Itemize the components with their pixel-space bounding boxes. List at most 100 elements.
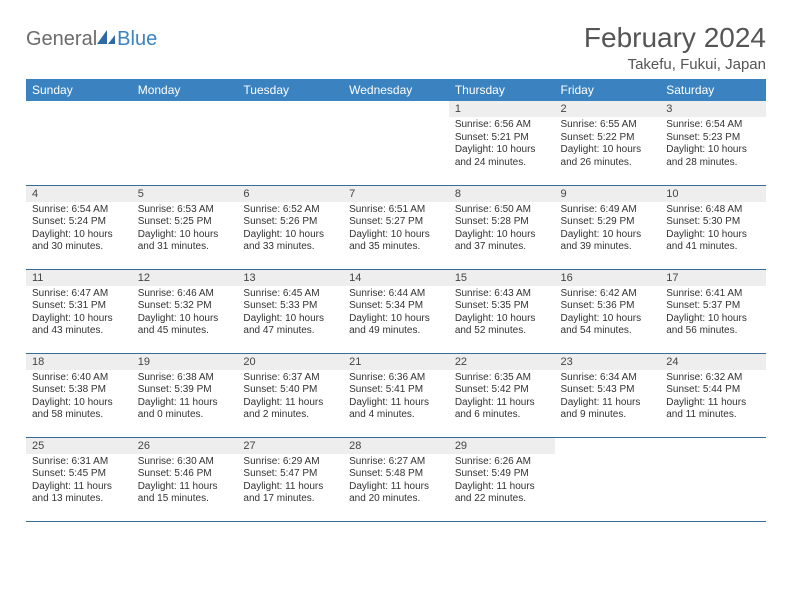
weekday-header: Friday xyxy=(555,79,661,101)
calendar-day-cell: 24Sunrise: 6:32 AMSunset: 5:44 PMDayligh… xyxy=(660,353,766,437)
calendar-day-cell xyxy=(132,101,238,185)
calendar-body: 1Sunrise: 6:56 AMSunset: 5:21 PMDaylight… xyxy=(26,101,766,521)
calendar-day-cell: 11Sunrise: 6:47 AMSunset: 5:31 PMDayligh… xyxy=(26,269,132,353)
calendar-day-cell xyxy=(237,101,343,185)
calendar-day-cell: 28Sunrise: 6:27 AMSunset: 5:48 PMDayligh… xyxy=(343,437,449,521)
day-details: Sunrise: 6:52 AMSunset: 5:26 PMDaylight:… xyxy=(237,202,343,258)
day-details: Sunrise: 6:55 AMSunset: 5:22 PMDaylight:… xyxy=(555,117,661,173)
calendar-table: SundayMondayTuesdayWednesdayThursdayFrid… xyxy=(26,79,766,522)
calendar-day-cell: 17Sunrise: 6:41 AMSunset: 5:37 PMDayligh… xyxy=(660,269,766,353)
day-details: Sunrise: 6:36 AMSunset: 5:41 PMDaylight:… xyxy=(343,370,449,426)
day-details: Sunrise: 6:41 AMSunset: 5:37 PMDaylight:… xyxy=(660,286,766,342)
day-number: 1 xyxy=(449,101,555,117)
day-details: Sunrise: 6:40 AMSunset: 5:38 PMDaylight:… xyxy=(26,370,132,426)
day-number: 18 xyxy=(26,354,132,370)
calendar-day-cell xyxy=(26,101,132,185)
day-number: 27 xyxy=(237,438,343,454)
day-details: Sunrise: 6:37 AMSunset: 5:40 PMDaylight:… xyxy=(237,370,343,426)
day-number: 2 xyxy=(555,101,661,117)
day-number: 16 xyxy=(555,270,661,286)
day-details: Sunrise: 6:47 AMSunset: 5:31 PMDaylight:… xyxy=(26,286,132,342)
calendar-day-cell xyxy=(660,437,766,521)
day-details: Sunrise: 6:50 AMSunset: 5:28 PMDaylight:… xyxy=(449,202,555,258)
location-label: Takefu, Fukui, Japan xyxy=(584,56,766,73)
calendar-day-cell: 4Sunrise: 6:54 AMSunset: 5:24 PMDaylight… xyxy=(26,185,132,269)
day-details: Sunrise: 6:35 AMSunset: 5:42 PMDaylight:… xyxy=(449,370,555,426)
weekday-header: Thursday xyxy=(449,79,555,101)
day-number: 9 xyxy=(555,186,661,202)
day-number: 10 xyxy=(660,186,766,202)
title-block: February 2024 Takefu, Fukui, Japan xyxy=(584,22,766,73)
weekday-header: Saturday xyxy=(660,79,766,101)
weekday-header: Monday xyxy=(132,79,238,101)
calendar-week-row: 1Sunrise: 6:56 AMSunset: 5:21 PMDaylight… xyxy=(26,101,766,185)
day-details: Sunrise: 6:53 AMSunset: 5:25 PMDaylight:… xyxy=(132,202,238,258)
calendar-day-cell: 14Sunrise: 6:44 AMSunset: 5:34 PMDayligh… xyxy=(343,269,449,353)
calendar-day-cell: 23Sunrise: 6:34 AMSunset: 5:43 PMDayligh… xyxy=(555,353,661,437)
day-details: Sunrise: 6:51 AMSunset: 5:27 PMDaylight:… xyxy=(343,202,449,258)
day-number: 22 xyxy=(449,354,555,370)
calendar-day-cell: 21Sunrise: 6:36 AMSunset: 5:41 PMDayligh… xyxy=(343,353,449,437)
calendar-day-cell: 12Sunrise: 6:46 AMSunset: 5:32 PMDayligh… xyxy=(132,269,238,353)
day-number: 29 xyxy=(449,438,555,454)
day-number: 7 xyxy=(343,186,449,202)
day-number: 4 xyxy=(26,186,132,202)
day-details: Sunrise: 6:34 AMSunset: 5:43 PMDaylight:… xyxy=(555,370,661,426)
calendar-day-cell: 1Sunrise: 6:56 AMSunset: 5:21 PMDaylight… xyxy=(449,101,555,185)
calendar-day-cell: 27Sunrise: 6:29 AMSunset: 5:47 PMDayligh… xyxy=(237,437,343,521)
day-number: 19 xyxy=(132,354,238,370)
calendar-week-row: 18Sunrise: 6:40 AMSunset: 5:38 PMDayligh… xyxy=(26,353,766,437)
calendar-week-row: 11Sunrise: 6:47 AMSunset: 5:31 PMDayligh… xyxy=(26,269,766,353)
day-details: Sunrise: 6:27 AMSunset: 5:48 PMDaylight:… xyxy=(343,454,449,510)
calendar-day-cell: 16Sunrise: 6:42 AMSunset: 5:36 PMDayligh… xyxy=(555,269,661,353)
calendar-header: SundayMondayTuesdayWednesdayThursdayFrid… xyxy=(26,79,766,101)
calendar-week-row: 4Sunrise: 6:54 AMSunset: 5:24 PMDaylight… xyxy=(26,185,766,269)
calendar-day-cell: 13Sunrise: 6:45 AMSunset: 5:33 PMDayligh… xyxy=(237,269,343,353)
day-details: Sunrise: 6:26 AMSunset: 5:49 PMDaylight:… xyxy=(449,454,555,510)
day-number: 6 xyxy=(237,186,343,202)
calendar-day-cell: 25Sunrise: 6:31 AMSunset: 5:45 PMDayligh… xyxy=(26,437,132,521)
calendar-day-cell: 29Sunrise: 6:26 AMSunset: 5:49 PMDayligh… xyxy=(449,437,555,521)
calendar-week-row: 25Sunrise: 6:31 AMSunset: 5:45 PMDayligh… xyxy=(26,437,766,521)
day-details: Sunrise: 6:56 AMSunset: 5:21 PMDaylight:… xyxy=(449,117,555,173)
day-number: 24 xyxy=(660,354,766,370)
calendar-day-cell: 5Sunrise: 6:53 AMSunset: 5:25 PMDaylight… xyxy=(132,185,238,269)
day-number: 20 xyxy=(237,354,343,370)
day-details: Sunrise: 6:46 AMSunset: 5:32 PMDaylight:… xyxy=(132,286,238,342)
day-number: 12 xyxy=(132,270,238,286)
calendar-day-cell: 9Sunrise: 6:49 AMSunset: 5:29 PMDaylight… xyxy=(555,185,661,269)
calendar-day-cell: 15Sunrise: 6:43 AMSunset: 5:35 PMDayligh… xyxy=(449,269,555,353)
calendar-day-cell: 6Sunrise: 6:52 AMSunset: 5:26 PMDaylight… xyxy=(237,185,343,269)
day-number: 26 xyxy=(132,438,238,454)
calendar-day-cell: 26Sunrise: 6:30 AMSunset: 5:46 PMDayligh… xyxy=(132,437,238,521)
calendar-day-cell: 20Sunrise: 6:37 AMSunset: 5:40 PMDayligh… xyxy=(237,353,343,437)
calendar-day-cell: 8Sunrise: 6:50 AMSunset: 5:28 PMDaylight… xyxy=(449,185,555,269)
day-details: Sunrise: 6:31 AMSunset: 5:45 PMDaylight:… xyxy=(26,454,132,510)
day-number: 13 xyxy=(237,270,343,286)
day-number: 5 xyxy=(132,186,238,202)
day-details: Sunrise: 6:29 AMSunset: 5:47 PMDaylight:… xyxy=(237,454,343,510)
day-details: Sunrise: 6:44 AMSunset: 5:34 PMDaylight:… xyxy=(343,286,449,342)
day-number: 11 xyxy=(26,270,132,286)
day-number: 15 xyxy=(449,270,555,286)
logo: General Blue xyxy=(26,22,157,51)
day-details: Sunrise: 6:30 AMSunset: 5:46 PMDaylight:… xyxy=(132,454,238,510)
calendar-day-cell: 2Sunrise: 6:55 AMSunset: 5:22 PMDaylight… xyxy=(555,101,661,185)
day-details: Sunrise: 6:49 AMSunset: 5:29 PMDaylight:… xyxy=(555,202,661,258)
weekday-header: Wednesday xyxy=(343,79,449,101)
day-details: Sunrise: 6:45 AMSunset: 5:33 PMDaylight:… xyxy=(237,286,343,342)
day-number: 8 xyxy=(449,186,555,202)
calendar-day-cell xyxy=(343,101,449,185)
header: General Blue February 2024 Takefu, Fukui… xyxy=(26,22,766,73)
day-details: Sunrise: 6:38 AMSunset: 5:39 PMDaylight:… xyxy=(132,370,238,426)
calendar-day-cell: 22Sunrise: 6:35 AMSunset: 5:42 PMDayligh… xyxy=(449,353,555,437)
day-number: 23 xyxy=(555,354,661,370)
calendar-day-cell: 3Sunrise: 6:54 AMSunset: 5:23 PMDaylight… xyxy=(660,101,766,185)
calendar-day-cell: 19Sunrise: 6:38 AMSunset: 5:39 PMDayligh… xyxy=(132,353,238,437)
logo-text-blue: Blue xyxy=(117,28,157,51)
weekday-header: Sunday xyxy=(26,79,132,101)
calendar-day-cell: 7Sunrise: 6:51 AMSunset: 5:27 PMDaylight… xyxy=(343,185,449,269)
day-number: 17 xyxy=(660,270,766,286)
calendar-day-cell xyxy=(555,437,661,521)
day-number: 25 xyxy=(26,438,132,454)
